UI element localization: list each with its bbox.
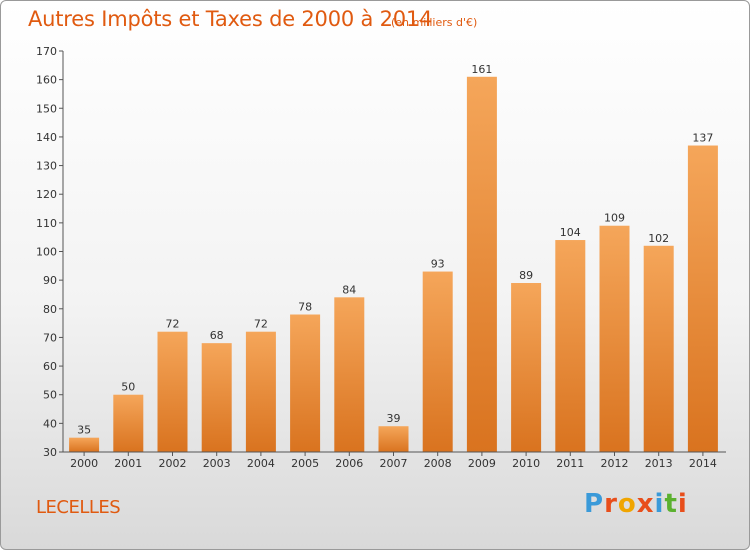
x-tick-label: 2009	[468, 457, 496, 470]
bar	[687, 145, 718, 452]
x-tick-label: 2005	[291, 457, 319, 470]
y-tick-label: 120	[36, 188, 57, 201]
bar	[157, 331, 188, 452]
y-tick-label: 70	[43, 331, 57, 344]
bar-value-label: 72	[254, 318, 268, 331]
chart-subtitle: (en milliers d'€)	[391, 16, 478, 29]
x-tick-label: 2013	[645, 457, 673, 470]
brand-letter: r	[604, 489, 618, 519]
y-tick-label: 90	[43, 274, 57, 287]
brand-letter: i	[654, 489, 665, 519]
bar	[290, 314, 321, 452]
x-tick-label: 2011	[556, 457, 584, 470]
y-tick-label: 140	[36, 131, 57, 144]
bar	[555, 240, 586, 452]
x-tick-label: 2014	[689, 457, 717, 470]
brand-logo: Proxiti	[584, 489, 688, 519]
y-tick-label: 160	[36, 74, 57, 87]
y-tick-label: 50	[43, 389, 57, 402]
brand-letter: t	[664, 489, 678, 519]
y-tick-label: 110	[36, 217, 57, 230]
x-tick-label: 2003	[203, 457, 231, 470]
bar-value-label: 68	[210, 329, 224, 342]
x-tick-label: 2007	[380, 457, 408, 470]
bar	[466, 76, 497, 453]
x-tick-label: 2010	[512, 457, 540, 470]
bar	[69, 437, 100, 452]
x-tick-label: 2004	[247, 457, 275, 470]
bar-value-label: 78	[298, 301, 312, 314]
brand-letter: i	[677, 489, 688, 519]
x-tick-label: 2008	[424, 457, 452, 470]
bar	[113, 394, 144, 452]
bar	[245, 331, 276, 452]
bar-value-label: 102	[648, 232, 669, 245]
bar-value-label: 50	[121, 381, 135, 394]
y-tick-label: 170	[36, 45, 57, 58]
x-tick-label: 2006	[335, 457, 363, 470]
bar-value-label: 161	[471, 63, 492, 76]
bar	[422, 271, 453, 452]
y-tick-label: 30	[43, 446, 57, 459]
y-tick-label: 130	[36, 160, 57, 173]
y-tick-label: 60	[43, 360, 57, 373]
y-tick-label: 40	[43, 417, 57, 430]
bar-value-label: 109	[604, 212, 625, 225]
brand-letter: P	[584, 489, 605, 519]
bar-value-label: 84	[342, 283, 356, 296]
x-tick-label: 2000	[70, 457, 98, 470]
brand-letter: x	[636, 489, 655, 519]
bars: 35 50 72 68 72 78 84 39 93 161 89 104 109 102 137	[69, 63, 718, 453]
bar	[201, 343, 232, 452]
y-axis: 30 40 50 60 70 80 90 100 110 120 130 140 150 160 170	[36, 45, 64, 459]
y-tick-label: 80	[43, 303, 57, 316]
city-name: LECELLES	[36, 497, 121, 518]
y-tick-label: 100	[36, 246, 57, 259]
x-tick-label: 2012	[601, 457, 629, 470]
y-tick-label: 150	[36, 102, 57, 115]
bar-value-label: 35	[77, 424, 91, 437]
chart-title: Autres Impôts et Taxes de 2000 à 2014	[28, 7, 433, 31]
bar-value-label: 72	[166, 318, 180, 331]
bar-value-label: 104	[560, 226, 581, 239]
bar-value-label: 89	[519, 269, 533, 282]
x-axis: 2000 2001 2002 2003 2004 2005 2006 2007 2008 2009…	[63, 451, 726, 470]
bar	[378, 426, 409, 452]
bar	[599, 225, 630, 452]
x-tick-label: 2001	[114, 457, 142, 470]
bar-value-label: 137	[692, 132, 713, 145]
x-tick-label: 2002	[159, 457, 187, 470]
brand-letter: o	[617, 489, 637, 519]
bar-value-label: 39	[387, 412, 401, 425]
bar	[334, 297, 365, 452]
bar	[511, 283, 542, 452]
bar	[643, 245, 674, 452]
bar-value-label: 93	[431, 258, 445, 271]
